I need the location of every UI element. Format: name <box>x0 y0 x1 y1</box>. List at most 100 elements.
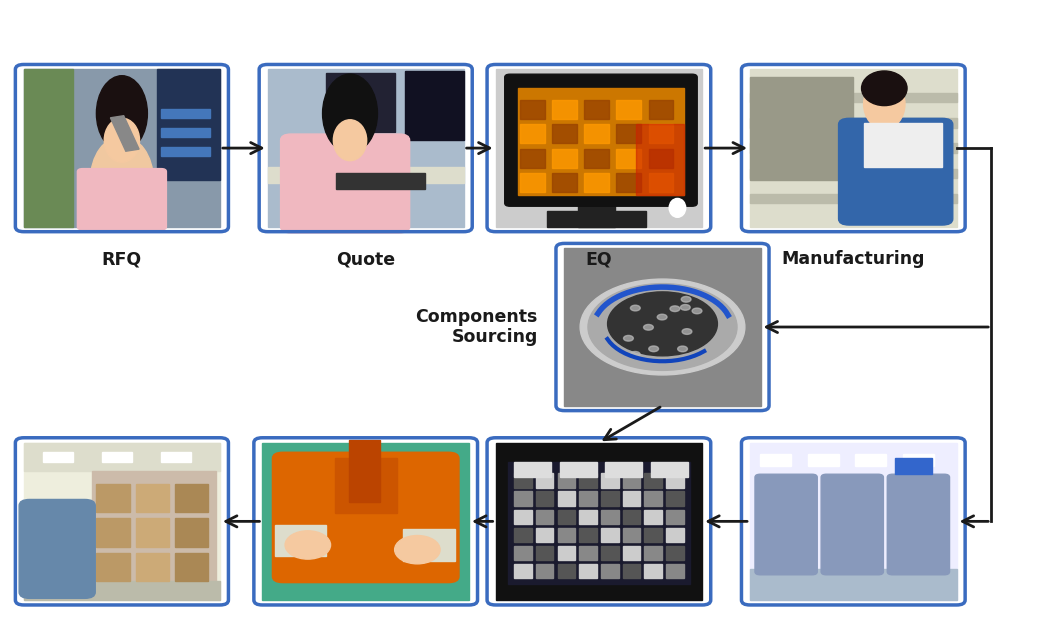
Bar <box>601 546 619 560</box>
Ellipse shape <box>322 74 377 153</box>
Bar <box>96 484 129 512</box>
Bar <box>666 473 684 487</box>
Bar <box>514 473 532 487</box>
Bar <box>558 510 576 524</box>
Bar <box>617 173 641 192</box>
Bar <box>601 564 619 578</box>
FancyBboxPatch shape <box>755 474 817 575</box>
Bar <box>110 116 139 151</box>
Bar <box>579 510 597 524</box>
Bar <box>895 458 932 474</box>
FancyBboxPatch shape <box>838 118 953 225</box>
Bar <box>520 100 545 119</box>
Bar <box>644 546 661 560</box>
Bar <box>96 518 129 547</box>
Bar <box>644 510 661 524</box>
Bar <box>161 146 210 156</box>
Bar <box>651 462 688 478</box>
Bar <box>552 149 578 168</box>
Bar <box>617 125 641 143</box>
Bar <box>666 528 684 542</box>
Circle shape <box>607 292 718 356</box>
Bar <box>622 564 640 578</box>
Bar <box>760 453 791 466</box>
Ellipse shape <box>96 76 147 151</box>
Bar <box>560 462 597 478</box>
Bar <box>161 452 191 462</box>
Bar <box>666 546 684 560</box>
Bar <box>636 125 684 195</box>
Bar <box>579 546 597 560</box>
Bar <box>750 77 853 180</box>
Bar <box>552 100 578 119</box>
Bar <box>644 564 661 578</box>
Bar <box>750 143 957 153</box>
Text: Manufacturing: Manufacturing <box>781 251 925 268</box>
Bar <box>161 109 210 118</box>
Bar <box>403 529 455 561</box>
Bar <box>514 462 551 478</box>
Bar <box>622 528 640 542</box>
Bar <box>584 173 610 192</box>
Bar <box>508 462 690 584</box>
Bar <box>262 443 469 600</box>
Bar <box>495 443 702 600</box>
Circle shape <box>677 346 688 352</box>
Bar <box>750 168 957 178</box>
Bar <box>336 173 424 189</box>
Bar <box>514 564 532 578</box>
Ellipse shape <box>864 79 905 129</box>
Bar <box>520 173 545 192</box>
Bar <box>649 173 673 192</box>
Bar <box>92 471 216 584</box>
Ellipse shape <box>333 120 367 160</box>
Bar <box>649 125 673 143</box>
Bar <box>275 524 326 556</box>
Ellipse shape <box>394 536 440 564</box>
Bar <box>666 492 684 506</box>
Bar <box>750 69 957 226</box>
Bar <box>601 528 619 542</box>
Text: Quote: Quote <box>336 251 395 268</box>
Ellipse shape <box>90 136 154 223</box>
Bar <box>617 149 641 168</box>
Bar <box>601 510 619 524</box>
Bar <box>622 492 640 506</box>
Bar <box>520 125 545 143</box>
Bar <box>136 553 169 581</box>
Bar <box>644 473 661 487</box>
Ellipse shape <box>104 118 140 162</box>
Bar <box>349 439 381 502</box>
Bar <box>518 88 684 195</box>
Ellipse shape <box>862 71 907 106</box>
Bar <box>536 564 553 578</box>
Bar <box>552 125 578 143</box>
Bar <box>514 510 532 524</box>
Bar <box>750 194 957 203</box>
Bar <box>601 473 619 487</box>
Bar <box>536 492 553 506</box>
FancyBboxPatch shape <box>887 474 950 575</box>
Bar <box>536 546 553 560</box>
Bar <box>579 473 597 487</box>
Bar <box>605 462 642 478</box>
Bar <box>584 125 610 143</box>
Bar <box>558 473 576 487</box>
Circle shape <box>588 284 737 370</box>
Bar <box>564 249 760 406</box>
Bar <box>649 149 673 168</box>
Bar <box>175 484 208 512</box>
Bar <box>267 167 463 183</box>
Bar <box>666 564 684 578</box>
Bar <box>903 453 934 466</box>
Circle shape <box>657 314 667 320</box>
Bar <box>558 546 576 560</box>
FancyBboxPatch shape <box>822 474 883 575</box>
FancyBboxPatch shape <box>505 74 697 206</box>
Bar <box>558 564 576 578</box>
Circle shape <box>631 305 640 311</box>
Bar <box>495 69 702 226</box>
Circle shape <box>623 336 633 341</box>
Bar <box>584 100 610 119</box>
Circle shape <box>643 325 653 330</box>
